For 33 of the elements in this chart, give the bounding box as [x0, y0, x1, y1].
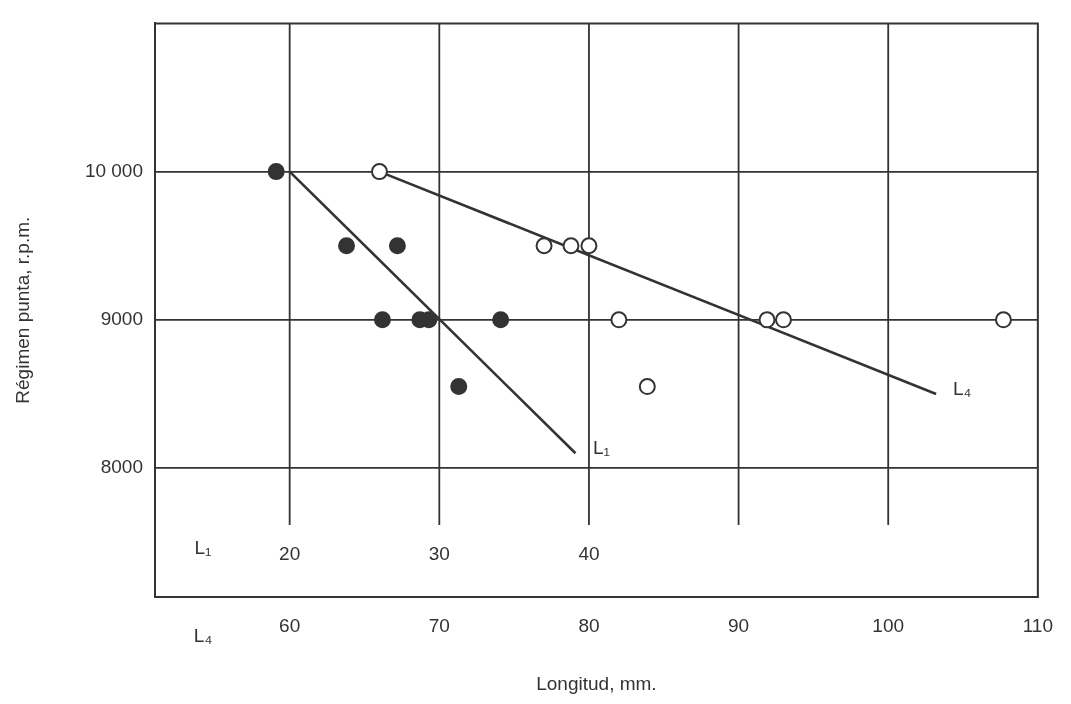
- x2-axis-title: L₁: [194, 537, 212, 559]
- point: [373, 311, 391, 329]
- series-label: L₄: [952, 378, 972, 400]
- y-tick-label: 9000: [100, 308, 143, 330]
- point: [562, 237, 580, 255]
- point: [610, 311, 628, 329]
- point: [388, 237, 406, 255]
- point: [638, 378, 656, 396]
- point: [580, 237, 598, 255]
- x2-tick-label: 30: [428, 543, 450, 565]
- point: [267, 163, 285, 181]
- point: [492, 311, 510, 329]
- text: L₄: [193, 625, 213, 647]
- x-tick-label: 80: [578, 614, 600, 636]
- x-tick-label: 100: [872, 614, 905, 636]
- x2-tick-label: 20: [279, 543, 301, 565]
- x-tick-label: 60: [279, 614, 301, 636]
- x-tick-label: 70: [428, 614, 450, 636]
- point: [758, 311, 776, 329]
- point: [994, 311, 1012, 329]
- y-tick-label: 8000: [100, 456, 143, 478]
- point: [338, 237, 356, 255]
- series-label: L₁: [592, 437, 610, 459]
- point: [370, 163, 388, 181]
- x-tick-label: 110: [1022, 614, 1053, 636]
- x-tick-label: 90: [728, 614, 750, 636]
- y-tick-label: 10 000: [84, 159, 143, 181]
- point: [535, 237, 553, 255]
- x2-tick-label: 40: [578, 543, 600, 565]
- x-axis-title: Longitud, mm.: [536, 672, 657, 694]
- point: [450, 378, 468, 396]
- y-axis-title: Régimen punta, r.p.m.: [11, 216, 33, 404]
- point: [774, 311, 792, 329]
